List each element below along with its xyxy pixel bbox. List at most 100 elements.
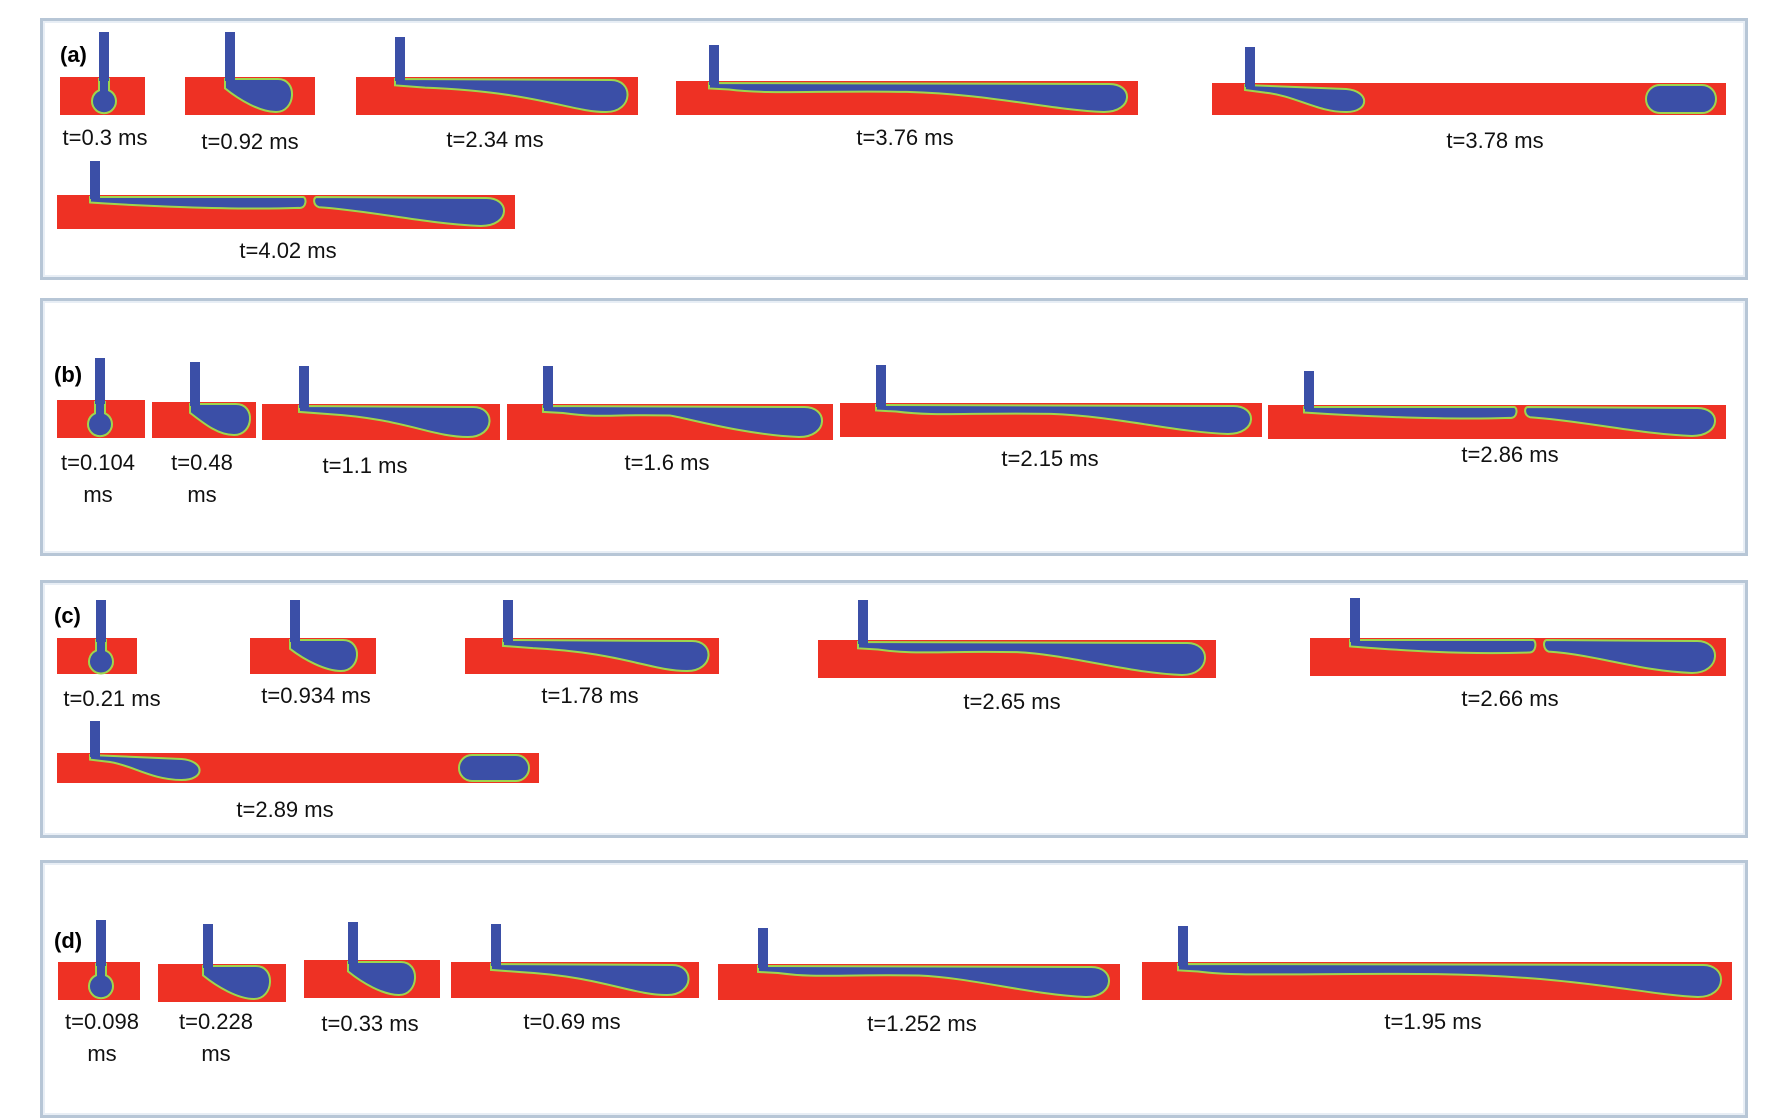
- droplet-frame-svg: [57, 600, 137, 675]
- nozzle: [1304, 371, 1314, 409]
- droplet-body: [1177, 962, 1722, 999]
- frame: [507, 364, 833, 440]
- droplet-frame-svg: [1142, 926, 1732, 1000]
- droplet-body: [490, 962, 690, 997]
- time-caption: t=2.65 ms: [963, 689, 1061, 714]
- frame: [185, 32, 315, 115]
- frame: [158, 924, 286, 1002]
- droplet-frame-svg: [58, 920, 140, 1000]
- droplet-frame-svg: [818, 600, 1216, 678]
- droplet-frame-svg: [158, 924, 286, 1002]
- time-caption: t=2.15 ms: [1001, 446, 1099, 471]
- nozzle: [503, 600, 513, 642]
- time-caption: t=0.92 ms: [201, 129, 299, 154]
- time-caption: t=0.48: [171, 450, 233, 475]
- droplet-frame-svg: [1310, 598, 1726, 676]
- droplet-frame-svg: [250, 600, 376, 674]
- time-caption: t=0.934 ms: [261, 683, 371, 708]
- droplet-frame-svg: [57, 721, 539, 783]
- droplet-frame-svg: [356, 37, 638, 115]
- frame: [676, 45, 1138, 115]
- frame: [1310, 598, 1726, 676]
- nozzle: [225, 32, 235, 81]
- time-caption: ms: [87, 1041, 117, 1066]
- nozzle: [1245, 47, 1255, 87]
- nozzle: [96, 920, 106, 966]
- nozzle: [190, 362, 200, 406]
- droplet-body: [542, 404, 823, 439]
- droplet-body: [202, 965, 271, 1001]
- frame: [57, 600, 137, 675]
- droplet-body: [91, 78, 117, 115]
- frame: [58, 920, 140, 1000]
- droplet-frame-svg: [1212, 47, 1726, 115]
- droplet-frame-svg: [676, 45, 1138, 115]
- frame: [451, 924, 699, 998]
- droplet-body: [87, 401, 113, 438]
- droplet-frame-svg: [60, 32, 145, 115]
- time-caption: t=0.33 ms: [321, 1011, 419, 1036]
- droplet-frame-svg: [451, 924, 699, 998]
- droplet-body: [88, 639, 114, 675]
- droplet-body: [224, 78, 293, 114]
- droplet-body: [502, 638, 710, 673]
- droplet-body: [1244, 83, 1365, 114]
- frame: [356, 37, 638, 115]
- droplet-body: [88, 963, 114, 1000]
- droplet-body: [89, 195, 505, 228]
- nozzle: [1350, 598, 1360, 642]
- time-caption: t=1.1 ms: [322, 453, 408, 478]
- nozzle: [491, 924, 501, 966]
- nozzle: [758, 928, 768, 968]
- droplet-frame-svg: [304, 922, 440, 998]
- nozzle: [99, 32, 109, 81]
- time-caption: t=2.89 ms: [236, 797, 334, 822]
- time-caption: t=2.86 ms: [1461, 442, 1559, 467]
- time-caption: t=0.69 ms: [523, 1009, 621, 1034]
- frame: [57, 358, 145, 438]
- nozzle: [96, 600, 106, 642]
- nozzle: [876, 365, 886, 407]
- droplet-frame-svg: [1268, 371, 1726, 439]
- nozzle: [1178, 926, 1188, 966]
- time-caption: t=0.21 ms: [63, 686, 161, 711]
- panel-label-b: (b): [54, 362, 83, 387]
- droplet-body: [289, 639, 358, 673]
- time-caption: t=0.104: [60, 450, 135, 475]
- droplet-frame-svg: [262, 366, 500, 440]
- droplet-body: [298, 404, 491, 439]
- frame: [1142, 926, 1732, 1000]
- panel-label-c: (c): [54, 603, 81, 628]
- time-caption: t=1.6 ms: [624, 450, 710, 475]
- time-caption: t=1.95 ms: [1384, 1009, 1482, 1034]
- frame: [262, 364, 500, 440]
- frame: [57, 721, 539, 783]
- frame: [57, 160, 515, 229]
- panel-a: [40, 18, 1748, 280]
- panel-c: [40, 580, 1748, 838]
- panel-label-d: (d): [54, 928, 83, 953]
- nozzle: [95, 358, 105, 404]
- nozzle: [90, 161, 100, 199]
- nozzle: [348, 922, 358, 964]
- frame: [250, 600, 376, 674]
- time-caption: t=2.66 ms: [1461, 686, 1559, 711]
- nozzle: [709, 45, 719, 85]
- droplet-body: [394, 77, 629, 114]
- time-caption: t=3.76 ms: [856, 125, 954, 150]
- frame: [1268, 365, 1726, 439]
- droplet-frame-svg: [718, 928, 1120, 1000]
- detached-droplet: [458, 754, 530, 782]
- droplet-frame-svg: [840, 365, 1262, 437]
- frame: [60, 32, 145, 115]
- frame: [718, 928, 1120, 1000]
- time-caption: ms: [187, 482, 217, 507]
- time-caption: t=4.02 ms: [239, 238, 337, 263]
- frame: [818, 600, 1216, 678]
- droplet-body: [1349, 638, 1716, 675]
- droplet-body: [89, 753, 201, 782]
- time-caption: ms: [83, 482, 113, 507]
- nozzle: [290, 600, 300, 642]
- nozzle: [90, 721, 100, 757]
- time-caption: ms: [201, 1041, 231, 1066]
